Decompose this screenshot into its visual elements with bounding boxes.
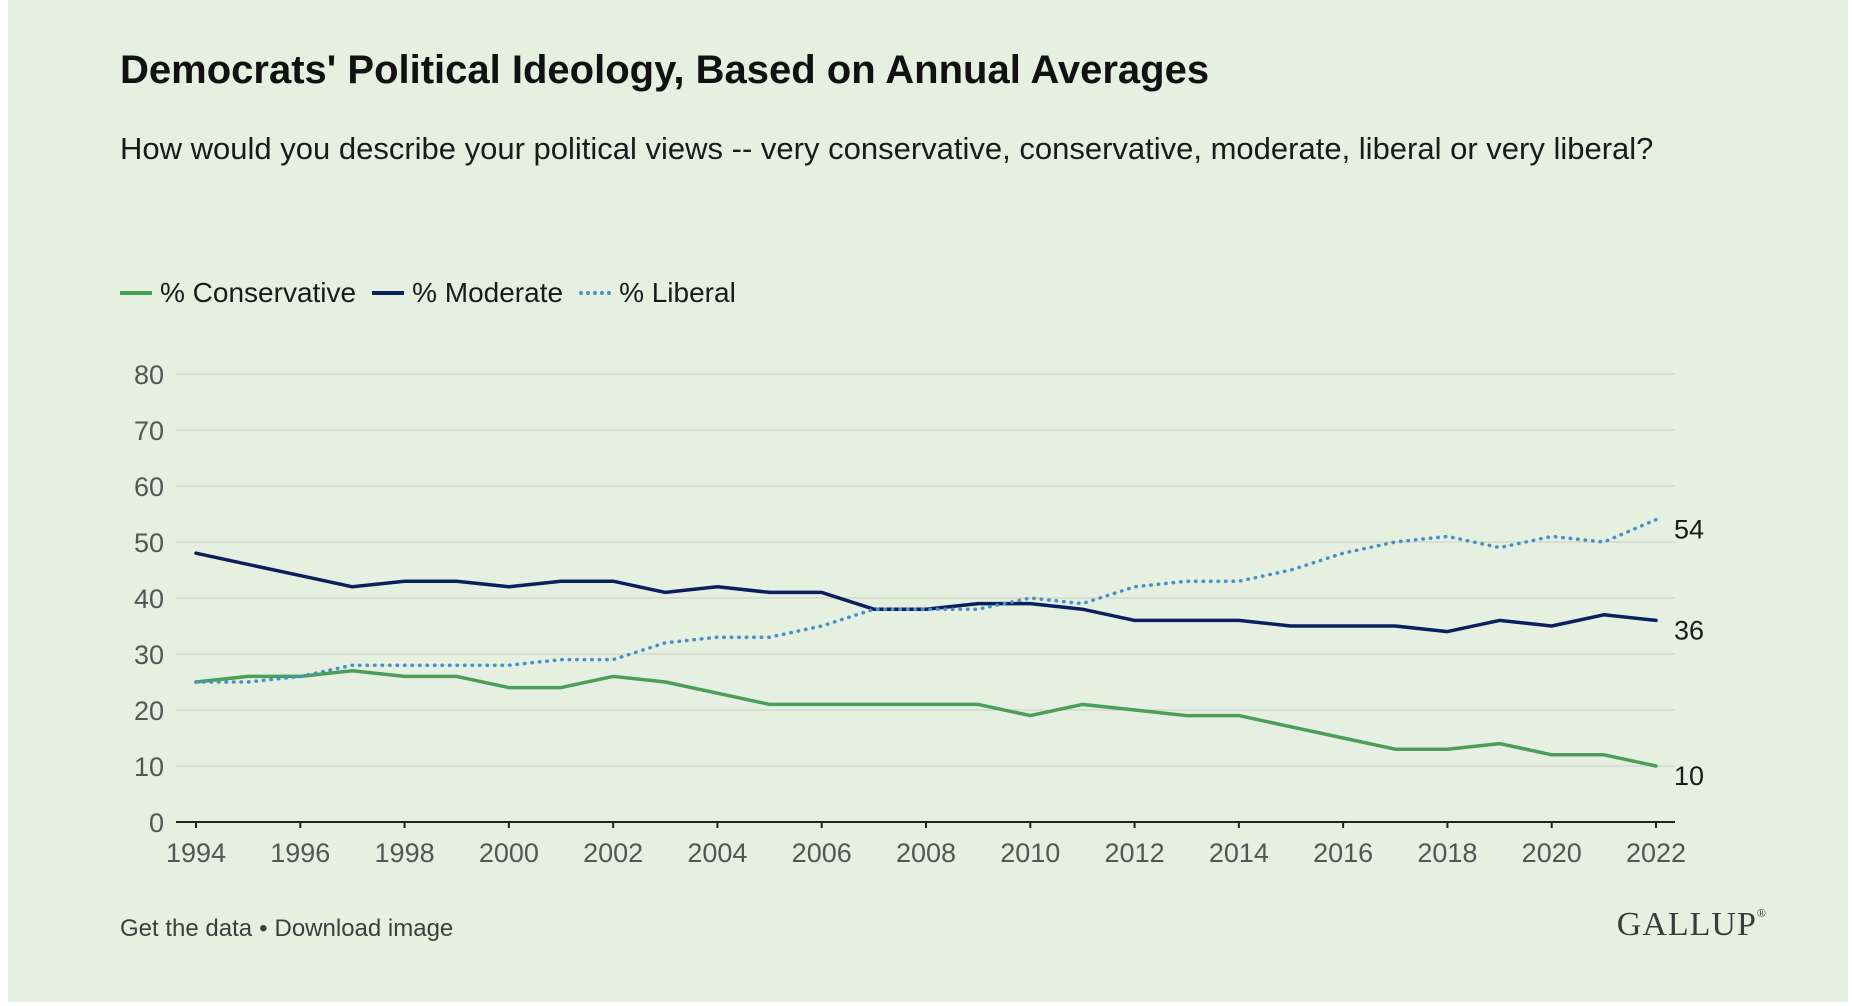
x-tick-label: 2008 [896,838,956,868]
y-tick-label: 10 [134,752,164,782]
x-tick-label: 2022 [1626,838,1686,868]
legend-item-moderate[interactable]: % Moderate [372,277,563,309]
moderate-end-label: 36 [1674,615,1704,645]
chart-card [8,0,1848,1002]
get-data-link[interactable]: Get the data [120,915,253,942]
x-tick-label: 2016 [1313,838,1373,868]
x-tick-label: 1994 [166,838,226,868]
x-tick-label: 2018 [1417,838,1477,868]
chart-title: Democrats' Political Ideology, Based on … [120,48,1210,92]
y-tick-label: 50 [134,528,164,558]
y-tick-label: 80 [134,360,164,390]
legend-label-moderate: % Moderate [412,277,564,308]
moderate-line [194,551,1658,634]
y-tick-label: 0 [149,808,164,838]
y-tick-label: 20 [134,696,164,726]
liberal-end-label: 54 [1674,515,1704,545]
y-tick-label: 70 [134,416,164,446]
legend-swatch-moderate [372,291,405,295]
x-tick-label: 1998 [375,838,435,868]
legend-item-conservative[interactable]: % Conservative [120,277,356,309]
x-tick-label: 2002 [583,838,643,868]
chart-legend: % Conservative % Moderate % Liberal [120,275,752,311]
y-tick-label: 40 [134,584,164,614]
x-tick-label: 2012 [1105,838,1165,868]
x-tick-label: 1996 [270,838,330,868]
y-tick-label: 30 [134,640,164,670]
liberal-line [194,517,1658,684]
x-tick-label: 2000 [479,838,539,868]
x-tick-label: 2010 [1000,838,1060,868]
chart-footer: Get the data • Download image [120,915,453,943]
x-tick-label: 2014 [1209,838,1269,868]
x-tick-label: 2004 [687,838,747,868]
gallup-logo: GALLUP® [1616,906,1767,943]
chart-subtitle: How would you describe your political vi… [120,131,1654,166]
legend-item-liberal[interactable]: % Liberal [579,277,736,309]
footer-separator: • [259,915,268,942]
conservative-end-label: 10 [1674,761,1704,791]
x-tick-label: 2020 [1522,838,1582,868]
download-image-link[interactable]: Download image [274,915,454,942]
legend-swatch-liberal [579,291,612,295]
legend-label-liberal: % Liberal [619,277,736,308]
y-tick-label: 60 [134,472,164,502]
x-tick-label: 2006 [792,838,852,868]
legend-label-conservative: % Conservative [160,277,357,308]
legend-swatch-conservative [120,291,152,295]
conservative-line [194,669,1658,768]
